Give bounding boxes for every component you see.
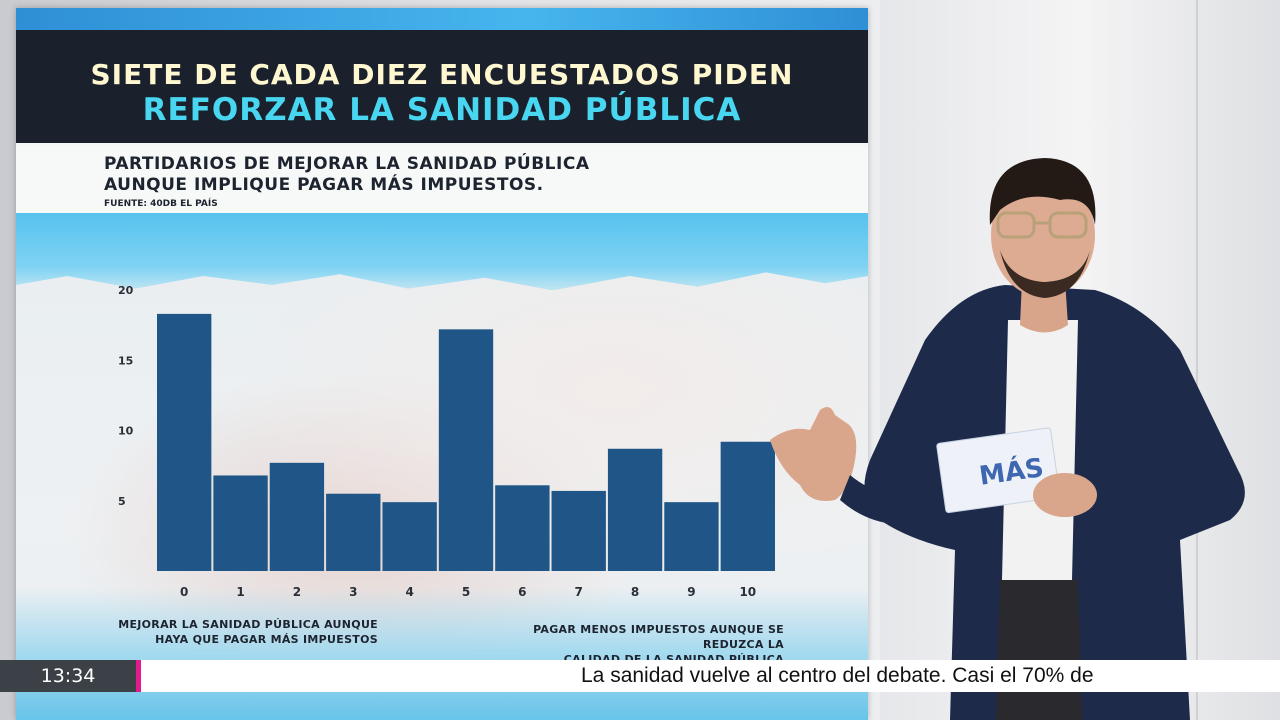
presenter: MÁS xyxy=(770,158,1245,720)
bar-2 xyxy=(269,462,325,571)
x-tick-label: 4 xyxy=(405,585,413,599)
chart-source: FUENTE: 40DB EL PAÍS xyxy=(104,199,218,209)
scale-label-right-line-1: PAGAR MENOS IMPUESTOS AUNQUE SE REDUZCA … xyxy=(533,623,784,651)
news-ticker: 13:34 La sanidad vuelve al centro del de… xyxy=(0,660,1280,692)
ticker-body: La sanidad vuelve al centro del debate. … xyxy=(141,660,1280,692)
x-tick-label: 2 xyxy=(293,585,301,599)
y-tick-label: 5 xyxy=(118,495,126,508)
x-tick-label: 8 xyxy=(631,585,639,599)
presenter-trousers xyxy=(996,580,1082,720)
bar-4 xyxy=(382,502,437,571)
presenter-beard xyxy=(1000,250,1090,298)
bar-7 xyxy=(551,490,606,571)
photo-bottom-gradient xyxy=(16,588,868,720)
glasses-icon xyxy=(996,211,1088,239)
ticker-accent xyxy=(136,660,141,692)
y-tick-label: 20 xyxy=(118,284,134,297)
presenter-head xyxy=(991,173,1095,297)
headline-banner xyxy=(16,8,868,143)
chart-subtitle: PARTIDARIOS DE MEJORAR LA SANIDAD PÚBLIC… xyxy=(104,154,804,196)
bar-3 xyxy=(326,493,381,571)
bar-8 xyxy=(607,448,663,571)
scale-label-left-line-2: HAYA QUE PAGAR MÁS IMPUESTOS xyxy=(155,633,378,646)
bar-9 xyxy=(664,502,719,571)
x-tick-label: 10 xyxy=(739,585,756,599)
scale-label-left-line-1: MEJORAR LA SANIDAD PÚBLICA AUNQUE xyxy=(118,618,378,631)
presenter-hair xyxy=(989,158,1096,225)
x-tick-label: 9 xyxy=(687,585,695,599)
bar-5 xyxy=(438,329,494,571)
presenter-arm-left xyxy=(840,475,935,525)
bar-10 xyxy=(720,441,775,571)
headline-line-1: SIETE DE CADA DIEZ ENCUESTADOS PIDEN xyxy=(90,58,794,91)
chart-subtitle-line-2: AUNQUE IMPLIQUE PAGAR MÁS IMPUESTOS. xyxy=(104,175,544,195)
ticker-headline: La sanidad vuelve al centro del debate. … xyxy=(581,664,1094,687)
ticker-clock: 13:34 xyxy=(0,660,136,692)
x-tick-label: 0 xyxy=(180,585,188,599)
bar-6 xyxy=(495,485,550,571)
chart-subtitle-line-1: PARTIDARIOS DE MEJORAR LA SANIDAD PÚBLIC… xyxy=(104,154,590,174)
x-tick-label: 6 xyxy=(518,585,526,599)
x-tick-label: 3 xyxy=(349,585,357,599)
video-wall-graphic: SIETE DE CADA DIEZ ENCUESTADOS PIDEN REF… xyxy=(16,8,868,720)
torn-paper-band xyxy=(16,213,868,291)
x-tick-label: 7 xyxy=(575,585,583,599)
presenter-hand-right xyxy=(1033,473,1097,517)
presenter-hand-raised xyxy=(770,406,857,501)
bar-0 xyxy=(157,313,212,571)
presenter-card: MÁS xyxy=(936,427,1061,514)
headline-line-2: REFORZAR LA SANIDAD PÚBLICA xyxy=(142,92,742,128)
studio-wall-seam xyxy=(1196,0,1198,720)
y-tick-label: 15 xyxy=(118,354,133,367)
subtitle-band xyxy=(16,146,868,216)
x-tick-label: 5 xyxy=(462,585,470,599)
bar-1 xyxy=(213,475,268,571)
bar-chart: 5 10 15 20 0 1 2 3 4 5 6 7 8 9 10 xyxy=(118,284,775,599)
scale-label-left: MEJORAR LA SANIDAD PÚBLICA AUNQUE HAYA Q… xyxy=(118,617,378,647)
y-tick-label: 10 xyxy=(118,425,134,438)
x-tick-label: 1 xyxy=(236,585,244,599)
